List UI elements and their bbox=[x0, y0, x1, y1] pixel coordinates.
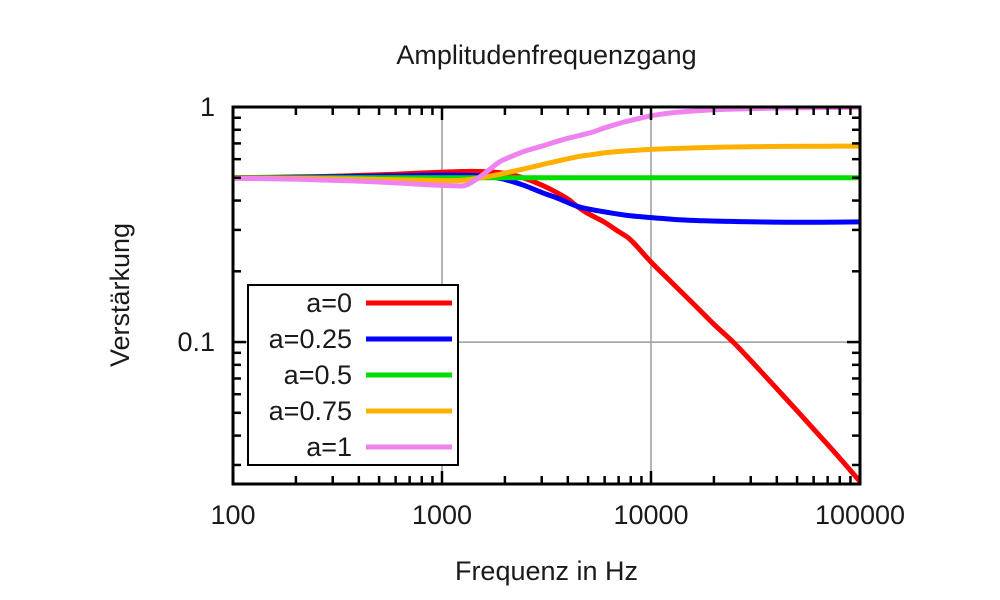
series-curve-a=0.75 bbox=[233, 143, 860, 184]
legend-item: a=0.5 bbox=[284, 360, 452, 390]
legend-label: a=1 bbox=[306, 432, 352, 462]
legend-item: a=0.25 bbox=[269, 324, 452, 354]
legend-item: a=0 bbox=[306, 288, 452, 318]
x-tick-label: 100 bbox=[210, 500, 255, 530]
legend-item: a=0.75 bbox=[269, 396, 452, 426]
legend-label: a=0.25 bbox=[269, 324, 352, 354]
legend-label: a=0.75 bbox=[269, 396, 352, 426]
x-axis-label: Frequenz in Hz bbox=[454, 556, 639, 586]
legend: a=0 a=0.25 a=0.5 a=0.75 a=1 bbox=[247, 284, 459, 466]
x-tick-label: 10000 bbox=[613, 500, 688, 530]
curves bbox=[233, 107, 860, 484]
axis-ticks bbox=[231, 105, 862, 484]
legend-label: a=0.5 bbox=[284, 360, 352, 390]
legend-item: a=1 bbox=[306, 432, 452, 462]
y-tick-label: 1 bbox=[200, 92, 215, 122]
plot-frame bbox=[231, 105, 862, 486]
legend-label: a=0 bbox=[306, 288, 352, 318]
x-tick-label: 100000 bbox=[815, 500, 905, 530]
y-tick-label: 0.1 bbox=[177, 327, 215, 357]
chart-title: Amplitudenfrequenzgang bbox=[396, 40, 697, 70]
x-tick-label: 1000 bbox=[412, 500, 472, 530]
tick-labels: 100 1000 10000 100000 1 0.1 bbox=[177, 92, 905, 530]
y-axis-label: Verstärkung bbox=[105, 222, 135, 368]
